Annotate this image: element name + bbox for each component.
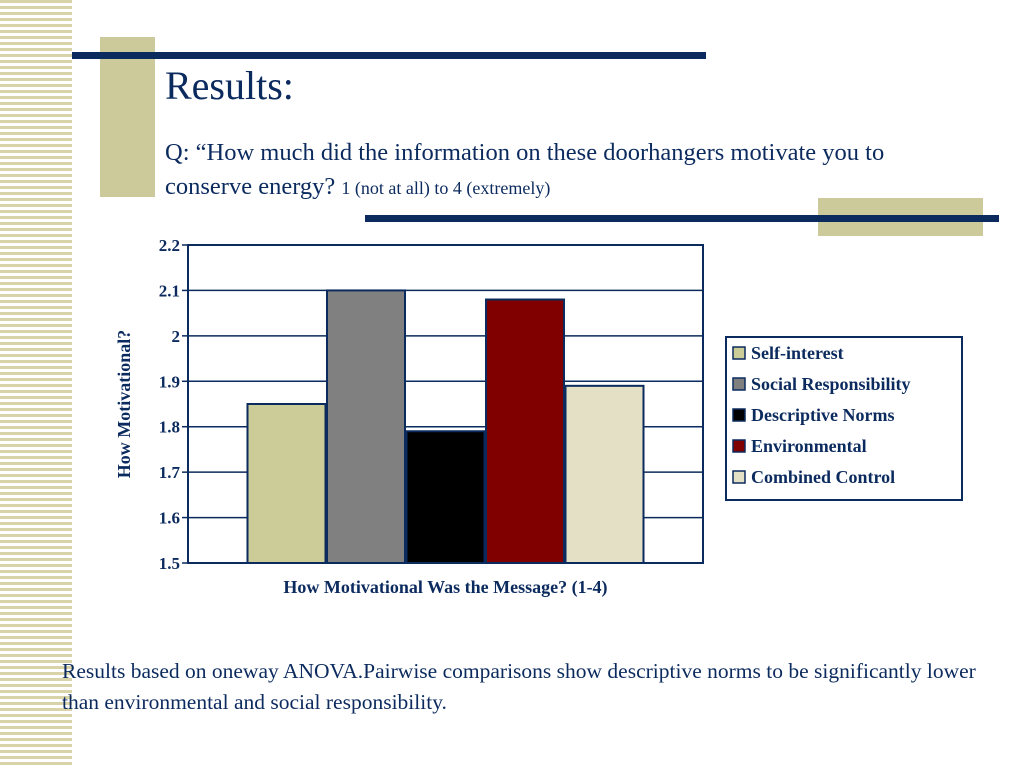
y-tick-label: 1.9 (159, 372, 180, 391)
bar-social-responsibility (326, 289, 406, 565)
y-tick-label: 1.6 (159, 509, 180, 528)
y-axis-label: How Motivational? (114, 330, 134, 479)
decorative-stripes (0, 0, 72, 768)
bar-combined-control (564, 384, 645, 564)
legend-swatch (732, 439, 746, 453)
y-tick-label: 1.7 (159, 463, 181, 482)
legend-entry: Combined Control (751, 467, 895, 487)
title-rule (72, 52, 706, 59)
bars (246, 289, 645, 565)
question-text: Q: “How much did the information on thes… (165, 139, 885, 200)
y-tick-label: 1.8 (159, 418, 180, 437)
y-tick-label: 2 (172, 327, 181, 346)
y-tick-label: 2.2 (159, 236, 180, 255)
bar-chart: 1.5 1.6 1.7 1.8 1.9 2 2.1 2.2 How Motivational?… (114, 236, 963, 598)
bar-descriptive-norms (405, 430, 486, 564)
legend-entry: Environmental (751, 436, 867, 456)
y-tick-label: 2.1 (159, 281, 180, 300)
y-tick-label: 1.5 (159, 554, 180, 573)
legend-swatch (732, 346, 746, 360)
legend-swatch (732, 470, 746, 484)
results-note: Results based on oneway ANOVA.Pairwise c… (62, 659, 976, 714)
legend-entry: Descriptive Norms (751, 405, 894, 425)
y-tick-labels: 1.5 1.6 1.7 1.8 1.9 2 2.1 2.2 (159, 236, 181, 573)
legend: Self-interest Social Responsibility Descri… (725, 336, 963, 501)
survey-question: Q: “How much did the information on thes… (165, 136, 955, 205)
bar-self-interest (246, 403, 327, 564)
legend-entry: Self-interest (751, 343, 844, 363)
legend-frame (725, 336, 963, 501)
plot-frame (187, 244, 704, 564)
legend-swatch (732, 408, 746, 422)
chart-rule (365, 215, 999, 222)
x-axis-label: How Motivational Was the Message? (1-4) (283, 577, 607, 598)
decorative-block-left (100, 37, 155, 197)
question-scale: 1 (not at all) to 4 (extremely) (341, 178, 551, 198)
legend-entry: Social Responsibility (751, 374, 911, 394)
legend-swatch (732, 377, 746, 391)
bar-environmental (485, 298, 565, 564)
slide-title: Results: (165, 63, 294, 108)
